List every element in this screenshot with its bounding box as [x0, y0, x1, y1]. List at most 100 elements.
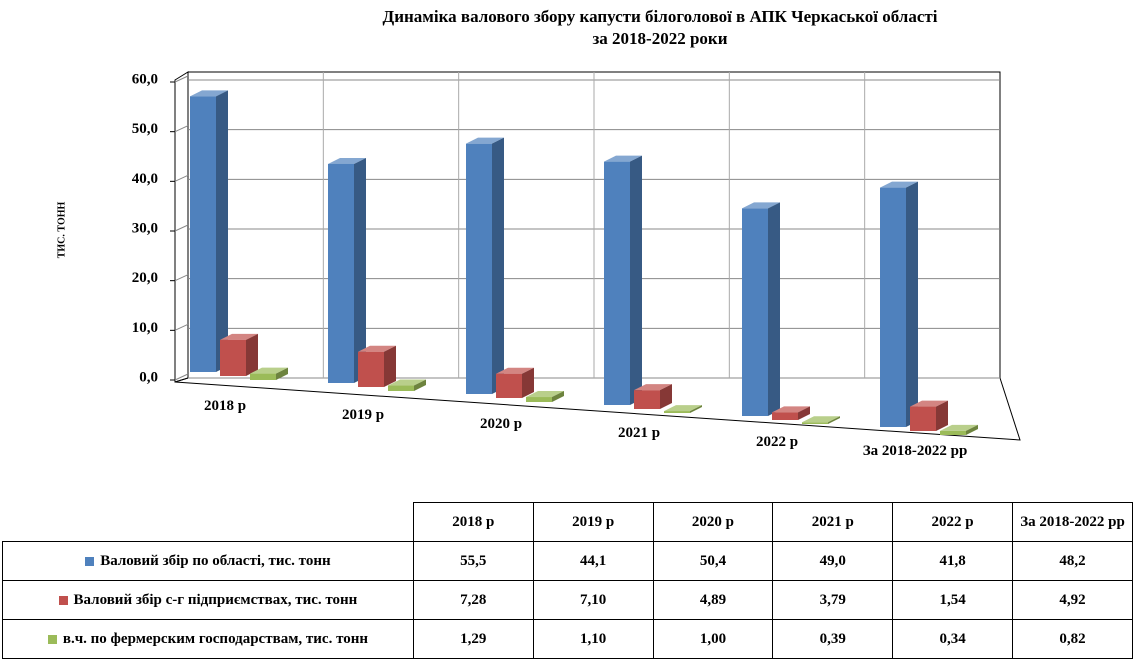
bar-front [466, 143, 492, 394]
legend-label: в.ч. по фермерским господарствам, тис. т… [62, 631, 369, 647]
value-cell: 49,0 [772, 541, 894, 581]
value-cell: 41,8 [892, 541, 1014, 581]
bar-top [250, 367, 288, 374]
x-tick-label: 2022 р [755, 434, 799, 450]
bar-side [414, 379, 426, 391]
value-cell: 3,79 [772, 580, 894, 620]
bar-side [384, 345, 396, 387]
legend-swatch [47, 635, 57, 645]
bar-side [522, 367, 534, 398]
bar-front [802, 422, 828, 424]
value-cell: 0,34 [892, 619, 1014, 659]
bar-front [742, 208, 768, 416]
value-cell: 1,10 [532, 619, 654, 659]
y-tick-label: 50,0 [132, 121, 158, 137]
column-header: 2020 р [652, 502, 774, 542]
x-tick-label: 2021 р [617, 425, 661, 441]
bar-top [328, 157, 366, 164]
bar [772, 406, 810, 420]
bar-top [604, 155, 642, 162]
table-body: 2018 р 2019 р 2020 р 2021 р 2022 р За 2018-20… [2, 502, 1133, 659]
bar-front [634, 390, 660, 409]
bar-front [496, 373, 522, 398]
x-tick-label: За 2018-2022 рр [862, 443, 968, 459]
bar [328, 157, 366, 383]
value-cell: 0,39 [772, 619, 894, 659]
column-header: За 2018-2022 рр [1012, 502, 1133, 542]
legend-cell: в.ч. по фермерским господарствам, тис. т… [2, 619, 414, 659]
legend-swatch [85, 557, 95, 567]
bar-side [276, 367, 288, 380]
bar-top [664, 405, 702, 412]
x-tick-label: 2019 р [341, 407, 385, 423]
header-row: 2018 р 2019 р 2020 р 2021 р 2022 р За 2018-20… [3, 502, 1133, 542]
y-tick-label: 10,0 [132, 320, 158, 336]
value-cell: 50,4 [652, 541, 774, 581]
y-tick-label: 60,0 [132, 71, 158, 87]
bar-side [828, 416, 840, 424]
bar-side [690, 405, 702, 413]
bar-side [492, 137, 504, 394]
value-cell: 0,82 [1012, 619, 1133, 659]
y-tick-label: 40,0 [132, 171, 158, 187]
bar [358, 345, 396, 387]
x-tick-label: 2020 р [479, 416, 523, 432]
bar-side [906, 181, 918, 427]
bar-top [880, 181, 918, 188]
bar-front [910, 406, 936, 431]
bar-top [496, 367, 534, 374]
bar-top [526, 391, 564, 398]
bar-top [802, 416, 840, 423]
legend-swatch [58, 596, 68, 606]
bar-side [630, 155, 642, 405]
value-cell: 1,54 [892, 580, 1014, 620]
data-table: 2018 р 2019 р 2020 р 2021 р 2022 р За 2018-20… [2, 502, 1133, 659]
bar-top [772, 406, 810, 413]
side-wall [174, 71, 189, 383]
bar-front [880, 187, 906, 427]
value-cell: 4,89 [652, 580, 774, 620]
data-row: Валовий збір по області, тис. тонн 55,5 44… [2, 541, 1133, 581]
bar-side [354, 157, 366, 383]
data-row: в.ч. по фермерским господарствам, тис. т… [2, 619, 1133, 659]
chart: Динаміка валового збору капусти білоголо… [56, 7, 1021, 441]
grid-line [174, 125, 189, 133]
grid-line [174, 75, 189, 83]
value-cell: 1,00 [652, 619, 774, 659]
bar [388, 379, 426, 391]
bar [880, 181, 918, 427]
chart-title: Динаміка валового збору капусти білоголо… [383, 7, 938, 26]
bar [664, 405, 702, 413]
bar [802, 416, 840, 424]
bar-top [910, 400, 948, 407]
bar-front [664, 411, 690, 413]
bar-front [190, 96, 216, 372]
bar-front [604, 161, 630, 405]
column-header: 2022 р [892, 502, 1014, 542]
bar-side [216, 90, 228, 372]
bar [466, 137, 504, 394]
y-tick-label: 0,0 [139, 369, 158, 385]
bar [940, 424, 978, 435]
grid-line [174, 274, 189, 282]
grid-line [174, 174, 189, 182]
legend-cell: Валовий збір по області, тис. тонн [2, 541, 414, 581]
bar-front [220, 339, 246, 376]
legend-label: Валовий збір по області, тис. тонн [100, 553, 331, 569]
bar-top [742, 202, 780, 209]
grid-line [174, 323, 189, 331]
bar-front [940, 430, 966, 435]
bar-front [250, 373, 276, 380]
y-axis-label: ТИС. ТОНН [56, 202, 67, 259]
grid-line [174, 224, 189, 232]
bar-top [940, 424, 978, 431]
value-cell: 44,1 [532, 541, 654, 581]
bar [220, 333, 258, 376]
bar [742, 202, 780, 416]
value-cell: 55,5 [412, 541, 534, 581]
bar [604, 155, 642, 405]
bar-top [358, 345, 396, 352]
bar-side [936, 400, 948, 431]
legend-label: Валовий збір с-г підприємствах, тис. тон… [73, 592, 358, 608]
y-tick-label: 20,0 [132, 270, 158, 286]
